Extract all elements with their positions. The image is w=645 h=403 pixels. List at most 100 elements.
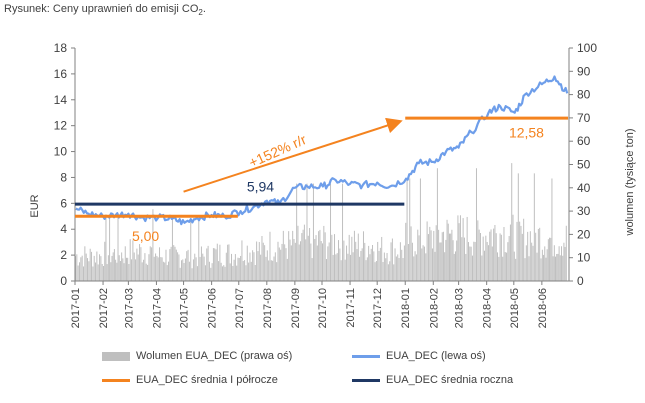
volume-bar (362, 231, 364, 281)
x-tick-label: 2017-09 (290, 288, 302, 328)
volume-bar (482, 236, 484, 281)
volume-bar (111, 255, 113, 281)
volume-bar (417, 229, 419, 281)
volume-bar (461, 237, 463, 281)
volume-bar (355, 241, 357, 281)
volume-bar (128, 263, 130, 281)
x-tick-label: 2017-10 (317, 288, 329, 328)
volume-bar (423, 246, 425, 281)
volume-bar (284, 244, 286, 281)
volume-bar (406, 178, 408, 281)
volume-bar (219, 244, 221, 281)
volume-bar (357, 233, 359, 281)
volume-bar (369, 254, 371, 281)
volume-bar (503, 227, 505, 281)
legend-label-half-year: EUA_DEC średnia I półrocze (136, 374, 278, 386)
volume-bar (405, 222, 407, 281)
volume-bar (103, 266, 105, 281)
volume-bar (532, 245, 534, 281)
volume-bar (276, 262, 278, 281)
y-tick-left-label: 16 (54, 67, 68, 81)
volume-bar (368, 245, 370, 281)
volume-bar (116, 262, 118, 281)
volume-bar (204, 265, 206, 281)
volume-bar (147, 264, 149, 281)
y-tick-right-label: 50 (577, 158, 591, 172)
volume-bar (398, 257, 400, 281)
volume-bar (493, 228, 495, 281)
volume-bar (207, 245, 209, 281)
volume-bar (229, 263, 231, 281)
volume-bar (489, 231, 491, 281)
volume-bar (455, 251, 456, 281)
volume-bar (236, 265, 238, 281)
volume-bar (429, 226, 431, 281)
volume-bar (179, 267, 181, 281)
volume-bar (237, 257, 239, 281)
volume-bar (448, 233, 450, 281)
volume-bar (450, 233, 452, 281)
x-tick-label: 2017-12 (372, 288, 384, 328)
volume-bar (533, 173, 535, 281)
volume-bar (330, 183, 332, 281)
x-tick-label: 2018-05 (509, 288, 521, 328)
volume-bar (516, 221, 518, 281)
volume-bar (370, 248, 372, 281)
volume-bar (483, 250, 485, 281)
volume-bar (245, 265, 247, 281)
y-axis-label-left: EUR (29, 194, 41, 217)
volume-bar (351, 236, 353, 281)
volume-bar (145, 263, 147, 281)
volume-bar (500, 234, 502, 281)
volume-bar (390, 242, 392, 281)
volume-bar (270, 260, 272, 281)
volume-bar (537, 228, 539, 281)
volume-bar (157, 257, 159, 281)
volume-bar (302, 229, 304, 281)
volume-bar (272, 260, 274, 281)
volume-bar (309, 228, 311, 281)
volume-bar (159, 247, 161, 281)
volume-bar (338, 240, 340, 281)
volume-bar (364, 242, 366, 281)
legend-swatch-price (352, 354, 380, 358)
chart-axes: 0 2 4 6 8 10 12 14 16 18 0 10 20 30 40 50 60 70 80 90 100 201… (54, 41, 598, 328)
legend-item-volume: Wolumen EUA_DEC (prawa oś) (102, 350, 292, 362)
volume-bar (332, 254, 334, 281)
volume-bar (106, 264, 108, 281)
volume-bar (310, 243, 312, 281)
legend-item-half-year: EUA_DEC średnia I półrocze (102, 374, 278, 386)
volume-bar (382, 261, 384, 281)
volume-bar (339, 248, 341, 281)
volume-bar (471, 255, 473, 281)
volume-bar (115, 259, 117, 281)
volume-bar (177, 252, 179, 281)
volume-bar (407, 243, 409, 281)
volume-bar (92, 266, 94, 281)
volume-bar (89, 248, 91, 281)
volume-bar (418, 235, 420, 281)
volume-bar (394, 248, 396, 281)
volume-bar (397, 254, 399, 281)
volume-bar (502, 256, 504, 281)
volume-bar (504, 252, 506, 281)
volume-bar (381, 236, 383, 281)
volume-bar (327, 246, 329, 281)
volume-bar (343, 240, 345, 281)
volume-bar (125, 257, 127, 281)
volume-bar (463, 237, 465, 281)
volume-bar (340, 260, 342, 281)
volume-bar (195, 257, 197, 281)
volume-bar (87, 258, 89, 281)
volume-bar (290, 245, 292, 281)
volume-bar (551, 178, 553, 281)
volume-bar (183, 263, 185, 281)
volume-bar (153, 256, 155, 281)
volume-bar (525, 245, 527, 281)
volume-bar (140, 247, 142, 281)
volume-bar (499, 233, 501, 281)
volume-bar (413, 256, 415, 281)
volume-bar (260, 254, 262, 281)
volume-bar (545, 257, 547, 281)
volume-bar (257, 251, 259, 281)
